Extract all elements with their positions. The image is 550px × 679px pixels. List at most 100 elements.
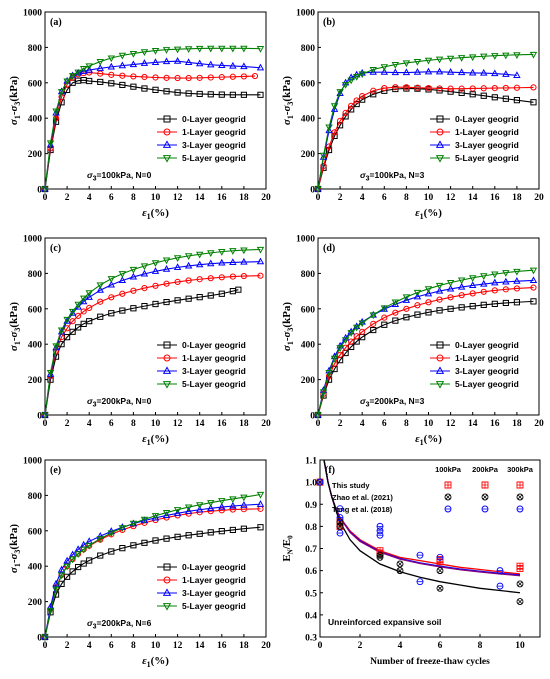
data-point: [336, 345, 344, 352]
y-tick-label: 0: [37, 634, 42, 644]
y-tick-label: 200: [301, 150, 316, 160]
y-tick-label: 800: [28, 270, 43, 280]
panel-e: 0 2 4 6 8 10 12 14 16 18 2002004006008001000(e)ε1(…: [8, 457, 271, 670]
data-point: [380, 68, 389, 75]
data-point: [502, 70, 510, 77]
data-point: [325, 143, 333, 150]
legend-label: 5-Layer geogrid: [455, 153, 519, 163]
data-point: [380, 64, 389, 72]
data-point: [174, 89, 181, 96]
series-1-layer-geogrid: [314, 84, 537, 193]
data-point: [468, 68, 477, 76]
legend-header: 200kPa: [472, 465, 499, 474]
x-tick-label: 6: [109, 193, 114, 203]
data-point: [480, 85, 487, 92]
data-point: [529, 267, 538, 275]
fit-curve: [323, 460, 521, 575]
data-point-mark: [482, 494, 488, 500]
condition-annotation: σ3=200kPa, N=6: [87, 618, 152, 631]
x-tick-label: 8: [131, 641, 136, 651]
annotation-part: 3: [93, 176, 97, 183]
x-tick-label: 6: [438, 641, 443, 651]
data-point: [480, 301, 487, 309]
data-point: [218, 274, 225, 281]
y-tick-label: 600: [28, 527, 43, 537]
data-point: [229, 506, 236, 513]
data-point: [218, 74, 225, 81]
data-point: [218, 498, 226, 505]
data-point: [218, 502, 226, 510]
series-5-layer-geogrid: [41, 491, 265, 642]
data-point: [530, 99, 537, 106]
data-point: [229, 45, 237, 53]
data-point: [141, 85, 148, 92]
data-point: [251, 73, 259, 80]
x-tick-label: 12: [446, 419, 456, 429]
data-point: [52, 108, 60, 116]
data-point: [380, 305, 389, 313]
data-point: [336, 523, 344, 530]
data-point: [257, 91, 264, 98]
data-point: [57, 572, 66, 580]
data-point: [41, 634, 49, 642]
annotation-part: σ: [87, 618, 93, 628]
data-point: [151, 513, 160, 520]
legend-marker: [162, 588, 172, 596]
legend-label: 5-Layer geogrid: [182, 379, 246, 389]
data-point: [413, 289, 422, 297]
annotation-part: 3: [366, 176, 370, 183]
x-tick-label: 10: [515, 641, 525, 651]
y-axis-label: σ1-σ3(kPa): [281, 302, 295, 352]
y-tick-label: 0.5: [305, 589, 317, 599]
data-point: [85, 293, 93, 300]
data-point: [402, 294, 411, 302]
x-tick-label: 16: [490, 419, 500, 429]
series-line: [317, 87, 534, 190]
data-point: [347, 77, 355, 85]
data-point: [256, 257, 265, 265]
data-point: [516, 493, 524, 501]
data-point: [235, 286, 242, 293]
data-point: [370, 320, 377, 327]
x-tick-label: 8: [478, 641, 483, 651]
x-tick-label: 12: [446, 193, 456, 203]
data-point: [425, 299, 432, 306]
data-point-mark: [517, 494, 523, 500]
panel-b: 0 2 4 6 8 10 12 14 16 18 2002004006008001000(b)ε1(…: [281, 9, 544, 222]
data-point: [46, 369, 55, 377]
series-3-layer-geogrid: [41, 257, 265, 418]
x-axis-label: ε1(%): [415, 433, 442, 447]
legend-marker: [163, 341, 171, 349]
data-point: [74, 301, 82, 309]
data-point: [491, 300, 498, 307]
data-point: [218, 45, 226, 53]
data-point: [513, 71, 521, 78]
data-point: [403, 85, 410, 92]
data-point: [530, 84, 537, 91]
data-point: [173, 507, 182, 514]
series-5-layer-geogrid: [314, 267, 538, 420]
data-point: [348, 338, 355, 345]
y-tick-label: 0.9: [305, 501, 317, 511]
data-point: [229, 73, 236, 80]
data-point: [174, 533, 181, 540]
data-point: [118, 525, 127, 532]
data-point: [469, 85, 476, 92]
data-point: [256, 246, 265, 254]
x-tick-label: 0: [316, 193, 321, 203]
series-line: [44, 526, 261, 638]
y-tick-label: 0.6: [305, 567, 317, 577]
data-point: [330, 103, 339, 110]
data-point: [63, 76, 71, 84]
data-point: [436, 87, 443, 94]
data-point: [348, 106, 355, 113]
series-5-layer-geogrid: [41, 246, 265, 420]
data-point: [341, 337, 350, 344]
data-point: [69, 568, 76, 575]
data-point: [348, 102, 355, 109]
x-tick-label: 14: [468, 193, 478, 203]
data-point: [85, 290, 93, 298]
y-tick-label: 400: [28, 341, 43, 351]
data-point: [185, 74, 192, 82]
data-point: [502, 270, 510, 277]
